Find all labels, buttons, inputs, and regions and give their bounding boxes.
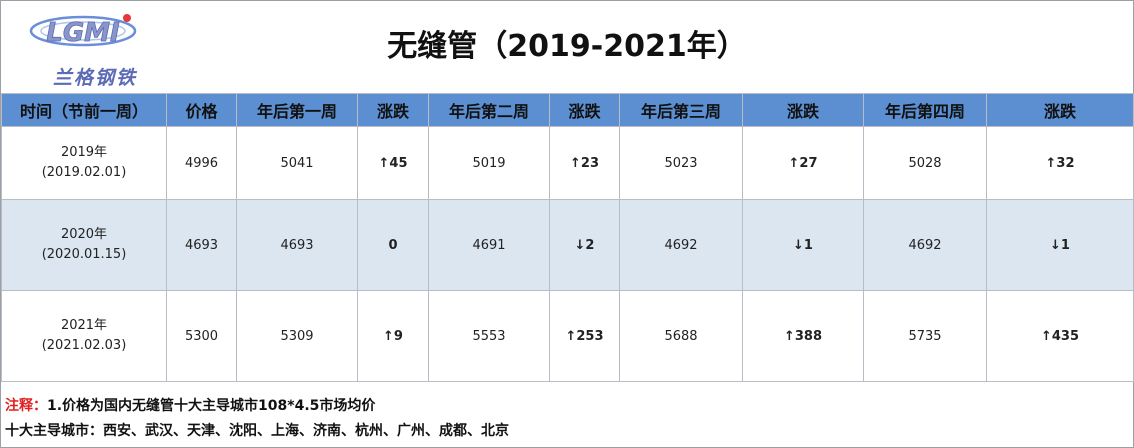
lgmi-logo-letters: LGMI: [46, 18, 120, 48]
time-cell: 2021年 (2021.02.03): [1, 290, 167, 382]
notes: 注释：1.价格为国内无缝管十大主导城市108*4.5市场均价 十大主导城市：西安…: [5, 394, 1125, 444]
week-price-cell: 5019: [428, 126, 550, 200]
change-cell: ↑23: [549, 126, 620, 200]
table-row: 2021年 (2021.02.03) 5300 5309 ↑9 5553 ↑25…: [1, 290, 1134, 382]
table-row: 2019年 (2019.02.01) 4996 5041 ↑45 5019 ↑2…: [1, 126, 1134, 200]
price-table: 时间（节前一周） 价格 年后第一周 涨跌 年后第二周 涨跌 年后第三周 涨跌 年…: [1, 93, 1134, 382]
column-header-change1: 涨跌: [357, 93, 429, 127]
date-label: (2019.02.01): [41, 165, 127, 180]
price-cell: 4996: [166, 126, 237, 200]
note-text-1: 1.价格为国内无缝管十大主导城市108*4.5市场均价: [47, 398, 376, 414]
lgmi-logo-text: 兰格钢铁: [53, 67, 138, 89]
table-row: 2020年 (2020.01.15) 4693 4693 0 4691 ↓2 4…: [1, 199, 1134, 291]
sheet-header: LGMI 兰格钢铁 无缝管（2019-2021年）: [1, 1, 1133, 93]
change-cell: ↓1: [742, 199, 864, 291]
column-header-change2: 涨跌: [549, 93, 620, 127]
date-label: (2021.02.03): [41, 338, 127, 353]
note-line-1: 注释：1.价格为国内无缝管十大主导城市108*4.5市场均价: [5, 394, 1125, 419]
change-cell: ↑27: [742, 126, 864, 200]
price-cell: 5300: [166, 290, 237, 382]
change-cell: ↑32: [986, 126, 1134, 200]
week-price-cell: 4693: [236, 199, 358, 291]
note-line-2: 十大主导城市：西安、武汉、天津、沈阳、上海、济南、杭州、广州、成都、北京: [5, 423, 509, 439]
table-header-row: 时间（节前一周） 价格 年后第一周 涨跌 年后第二周 涨跌 年后第三周 涨跌 年…: [1, 93, 1134, 127]
column-header-change4: 涨跌: [986, 93, 1134, 127]
column-header-week2: 年后第二周: [428, 93, 550, 127]
week-price-cell: 5688: [619, 290, 743, 382]
change-cell: ↑9: [357, 290, 429, 382]
week-price-cell: 5735: [863, 290, 987, 382]
time-cell: 2020年 (2020.01.15): [1, 199, 167, 291]
change-cell: ↑388: [742, 290, 864, 382]
year-label: 2021年: [60, 318, 108, 333]
page-title: 无缝管（2019-2021年）: [387, 29, 747, 64]
year-label: 2020年: [60, 227, 108, 242]
week-price-cell: 5309: [236, 290, 358, 382]
price-cell: 4693: [166, 199, 237, 291]
column-header-week1: 年后第一周: [236, 93, 358, 127]
date-label: (2020.01.15): [41, 247, 127, 262]
note-label: 注释：: [5, 398, 47, 414]
change-cell: ↓1: [986, 199, 1134, 291]
change-cell: 0: [357, 199, 429, 291]
column-header-change3: 涨跌: [742, 93, 864, 127]
week-price-cell: 4692: [863, 199, 987, 291]
week-price-cell: 5553: [428, 290, 550, 382]
week-price-cell: 4692: [619, 199, 743, 291]
change-cell: ↑253: [549, 290, 620, 382]
lgmi-logo: LGMI 兰格钢铁: [23, 9, 153, 89]
column-header-week4: 年后第四周: [863, 93, 987, 127]
year-label: 2019年: [60, 145, 108, 160]
week-price-cell: 5028: [863, 126, 987, 200]
change-cell: ↑45: [357, 126, 429, 200]
column-header-time: 时间（节前一周）: [1, 93, 167, 127]
week-price-cell: 5023: [619, 126, 743, 200]
time-cell: 2019年 (2019.02.01): [1, 126, 167, 200]
week-price-cell: 5041: [236, 126, 358, 200]
change-cell: ↓2: [549, 199, 620, 291]
lgmi-logo-mark: LGMI: [29, 14, 137, 48]
change-cell: ↑435: [986, 290, 1134, 382]
column-header-price: 价格: [166, 93, 237, 127]
week-price-cell: 4691: [428, 199, 550, 291]
column-header-week3: 年后第三周: [619, 93, 743, 127]
